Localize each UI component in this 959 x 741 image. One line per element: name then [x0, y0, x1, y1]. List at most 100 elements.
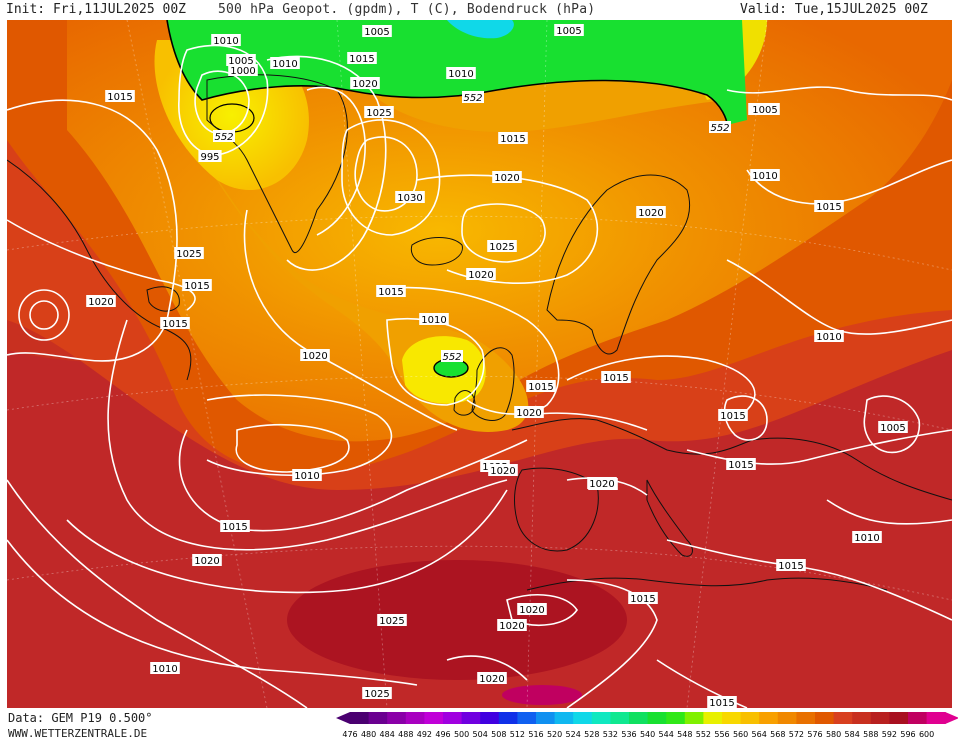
isobar-label: 1020	[587, 477, 617, 490]
isobar-label-text: 1010	[272, 59, 297, 70]
isobar-1010-atlantic	[386, 317, 485, 406]
isobar-label-text: 1020	[490, 466, 515, 477]
scale-tick-label: 588	[863, 730, 878, 739]
isobar-label-text: 1005	[228, 56, 253, 67]
isobar-label: 1025	[364, 106, 394, 119]
scale-tick-label: 600	[919, 730, 934, 739]
scale-tick-label: 520	[547, 730, 562, 739]
scale-swatch	[777, 712, 797, 724]
scale-swatch	[405, 712, 425, 724]
geopotential-552-line	[166, 20, 728, 126]
scale-swatch	[703, 712, 723, 724]
scale-swatch	[740, 712, 760, 724]
isobar-label: 1005	[362, 25, 392, 38]
isobar-label: 1015	[707, 696, 737, 708]
scale-tick-label: 564	[752, 730, 767, 739]
isobar-label-text: 1010	[213, 36, 238, 47]
scale-tick-label: 488	[398, 730, 413, 739]
scale-swatch	[759, 712, 779, 724]
isobar-1010-north	[746, 159, 952, 205]
scale-swatch	[796, 712, 816, 724]
isobar-label: 1015	[376, 285, 406, 298]
isobar-label-text: 1030	[397, 193, 422, 204]
isobar-label-text: 1025	[379, 616, 404, 627]
scale-swatch	[536, 712, 556, 724]
isobar-label-text: 1020	[479, 674, 504, 685]
isobar-label: 1020	[492, 171, 522, 184]
isobar-label: 1015	[220, 520, 250, 533]
coast-iceland	[410, 237, 463, 266]
map-header: Init: Fri,11JUL2025 00Z 500 hPa Geopot. …	[0, 0, 959, 20]
isobar-1020-greenland	[266, 55, 387, 271]
coast-europe	[511, 418, 952, 501]
scale-tick-label: 568	[770, 730, 785, 739]
chart-title: 500 hPa Geopot. (gpdm), T (C), Bodendruc…	[218, 2, 596, 17]
scale-swatch	[666, 712, 686, 724]
coast-scandinavia	[546, 174, 691, 355]
isobar-label: 1020	[350, 77, 380, 90]
isobar-label: 1015	[182, 279, 212, 292]
color-scale-legend: 476 480 484 488 492 496 500 504 508 512 516 520 524 5…	[336, 712, 958, 739]
isobar-1015-south-africa	[656, 659, 748, 708]
geopotential-label-text: 552	[463, 93, 482, 104]
isobar-label-text: 1020	[194, 556, 219, 567]
scale-swatch	[722, 712, 742, 724]
scale-tick-label: 500	[454, 730, 469, 739]
isobar-label: 1025	[377, 614, 407, 627]
isobar-1025-high-ring	[341, 119, 441, 236]
scale-tick-label: 576	[807, 730, 822, 739]
scale-tick-label: 508	[491, 730, 506, 739]
scale-swatch	[889, 712, 909, 724]
scale-swatch	[387, 712, 407, 724]
isobar-label-text: 1015	[222, 522, 247, 533]
isobar-label-text: 1015	[162, 319, 187, 330]
scale-tick-label: 536	[621, 730, 636, 739]
scale-swatch	[647, 712, 667, 724]
isobar-label-text: 1015	[500, 134, 525, 145]
isobar-label-text: 1005	[364, 27, 389, 38]
isobar-label-text: 1020	[352, 79, 377, 90]
isobar-label: 1025	[362, 687, 392, 700]
isobar-label: 1015	[776, 559, 806, 572]
isobar-label: 1010	[750, 169, 780, 182]
geopotential-label-text: 552	[710, 123, 729, 134]
isobar-label-text: 1015	[778, 561, 803, 572]
isobar-label-text: 1010	[421, 315, 446, 326]
isobar-1015-africa	[566, 579, 658, 708]
scale-swatch	[554, 712, 574, 724]
isobar-1010-russia	[726, 259, 952, 335]
isobar-label-text: 1005	[752, 105, 777, 116]
isobar-label-text: 1020	[88, 297, 113, 308]
scale-swatch	[573, 712, 593, 724]
geopotential-label: 552	[709, 121, 731, 134]
scale-tick-label: 548	[677, 730, 692, 739]
isobar-label-text: 1020	[589, 479, 614, 490]
isobar-1020-sahara	[446, 655, 528, 681]
isobar-1015-long	[178, 429, 528, 532]
scale-tick-label: 484	[380, 730, 395, 739]
isobar-label: 1020	[192, 554, 222, 567]
isobar-label: 1010	[150, 662, 180, 675]
isobar-label: 1010	[419, 313, 449, 326]
isobar-label: 1010	[446, 67, 476, 80]
isobar-label-text: 1020	[516, 408, 541, 419]
isobar-label: 1025	[174, 247, 204, 260]
field-hot-sahara	[287, 560, 627, 680]
scale-swatch	[424, 712, 444, 724]
coastlines	[7, 74, 952, 591]
scale-tick-label: 496	[435, 730, 450, 739]
coast-north-america	[7, 159, 192, 381]
isobar-label-text: 1015	[378, 287, 403, 298]
isobar-label-text: 1020	[302, 351, 327, 362]
isobar-label-text: 1020	[499, 621, 524, 632]
isobar-1005-north	[726, 86, 952, 101]
scale-tick-label: 572	[789, 730, 804, 739]
init-time: Init: Fri,11JUL2025 00Z	[6, 2, 187, 17]
isobar-1015-west	[7, 99, 178, 362]
scale-tick-label: 560	[733, 730, 748, 739]
scale-swatch	[815, 712, 835, 724]
isobar-label-text: 1015	[349, 54, 374, 65]
isobar-label-text: 1020	[468, 270, 493, 281]
isobar-label-text: 1015	[603, 373, 628, 384]
isobar-label: 1015	[526, 380, 556, 393]
